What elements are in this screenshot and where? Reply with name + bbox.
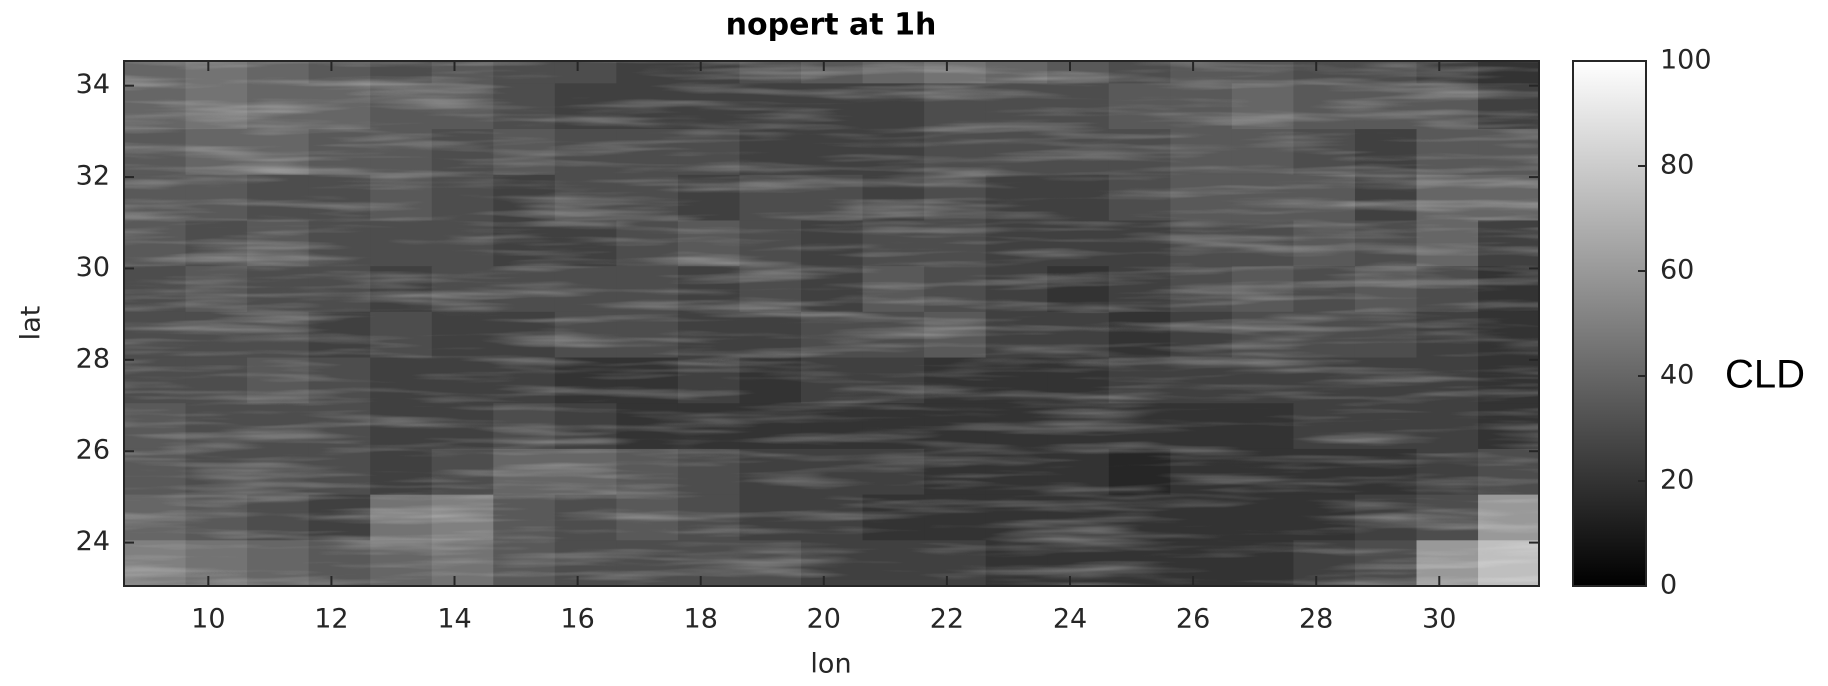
x-axis-label: lon xyxy=(810,649,851,680)
texture-overlay xyxy=(124,61,1539,586)
x-tick-label: 14 xyxy=(437,604,471,635)
x-tick-label: 24 xyxy=(1053,604,1087,635)
colorbar-tick-label: 20 xyxy=(1660,465,1694,496)
x-tick-label: 30 xyxy=(1422,604,1456,635)
x-tick-label: 28 xyxy=(1299,604,1333,635)
colorbar-tick-label: 80 xyxy=(1660,150,1694,181)
colorbar-label: CLD xyxy=(1725,353,1805,397)
y-tick-label: 32 xyxy=(76,161,110,192)
x-tick-label: 10 xyxy=(191,604,225,635)
x-tick-label: 20 xyxy=(807,604,841,635)
x-tick-label: 16 xyxy=(560,604,594,635)
x-tick-label: 12 xyxy=(314,604,348,635)
chart-title: nopert at 1h xyxy=(726,8,937,43)
y-tick-label: 24 xyxy=(76,526,110,557)
y-tick-label: 30 xyxy=(76,252,110,283)
y-axis-label: lat xyxy=(16,306,47,341)
colorbar-tick-label: 0 xyxy=(1660,570,1677,601)
y-tick-label: 34 xyxy=(76,69,110,100)
colorbar-tick-label: 100 xyxy=(1660,45,1712,76)
y-tick-label: 28 xyxy=(76,343,110,374)
y-tick-label: 26 xyxy=(76,435,110,466)
colorbar xyxy=(1572,60,1647,587)
x-tick-label: 26 xyxy=(1176,604,1210,635)
colorbar-tick-label: 40 xyxy=(1660,360,1694,391)
x-tick-label: 22 xyxy=(930,604,964,635)
x-tick-label: 18 xyxy=(684,604,718,635)
plot-frame xyxy=(123,60,1540,587)
colorbar-tick-label: 60 xyxy=(1660,255,1694,286)
